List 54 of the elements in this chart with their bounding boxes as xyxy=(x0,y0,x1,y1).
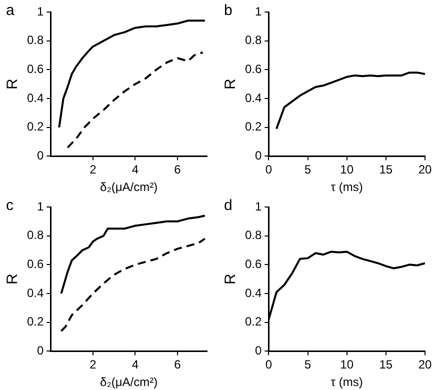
y-tick-label: 0 xyxy=(254,344,262,358)
y-tick-label: 1 xyxy=(254,4,262,18)
chart-title: c xyxy=(6,197,14,214)
y-tick-label: 0.2 xyxy=(244,314,262,329)
y-tick-label: 0.6 xyxy=(26,256,44,271)
x-tick-label: 10 xyxy=(340,162,354,177)
y-tick-label: 0.6 xyxy=(244,62,262,76)
y-tick-label: 1 xyxy=(36,199,44,214)
y-tick-label: 0.6 xyxy=(26,62,44,76)
x-axis-title: δ₂(μA/cm²) xyxy=(100,180,158,194)
chart-title: a xyxy=(6,2,14,19)
x-tick-label: 15 xyxy=(379,358,393,372)
y-tick-label: 0 xyxy=(36,344,44,358)
x-axis-title: τ (ms) xyxy=(330,180,363,194)
y-tick-label: 0.4 xyxy=(244,90,262,105)
x-tick-label: 0 xyxy=(265,162,272,177)
y-tick-label: 0.8 xyxy=(244,228,262,242)
y-tick-label: 0.6 xyxy=(244,256,262,271)
x-tick-label: 2 xyxy=(90,358,97,372)
x-tick-label: 5 xyxy=(304,162,312,177)
line-series xyxy=(60,238,206,332)
y-tick-label: 0.8 xyxy=(244,33,262,48)
y-tick-label: 0.4 xyxy=(26,286,44,300)
x-axis-title: τ (ms) xyxy=(330,375,363,390)
chart-title: d xyxy=(224,197,232,214)
x-tick-label: 4 xyxy=(132,162,139,177)
x-tick-label: 15 xyxy=(379,162,393,177)
x-tick-label: 0 xyxy=(265,358,272,372)
x-tick-label: 6 xyxy=(174,358,182,372)
x-tick-label: 20 xyxy=(418,358,432,372)
x-tick-label: 6 xyxy=(174,162,182,177)
x-tick-label: 5 xyxy=(304,358,312,372)
y-axis-title: R xyxy=(222,78,240,90)
x-axis-title: δ₂(μA/cm²) xyxy=(100,375,158,390)
y-tick-label: 0 xyxy=(36,148,44,163)
y-tick-label: 0.2 xyxy=(26,314,44,329)
x-tick-label: 4 xyxy=(132,358,139,372)
y-axis-title: R xyxy=(4,78,22,90)
y-tick-label: 1 xyxy=(36,4,44,18)
y-tick-label: 0.4 xyxy=(26,90,44,105)
y-axis-title: R xyxy=(222,274,240,285)
y-tick-label: 0.2 xyxy=(26,120,44,134)
x-tick-label: 10 xyxy=(340,358,354,372)
y-axis-title: R xyxy=(4,274,22,285)
x-tick-label: 2 xyxy=(90,162,97,177)
y-tick-label: 0.8 xyxy=(26,33,44,48)
chart-title: b xyxy=(224,2,232,19)
x-tick-label: 20 xyxy=(418,162,432,177)
y-tick-label: 0 xyxy=(254,148,262,163)
y-tick-label: 1 xyxy=(254,199,262,214)
line-series xyxy=(66,51,204,149)
y-tick-label: 0.8 xyxy=(26,228,44,242)
y-tick-label: 0.2 xyxy=(244,120,262,134)
y-tick-label: 0.4 xyxy=(244,286,262,300)
